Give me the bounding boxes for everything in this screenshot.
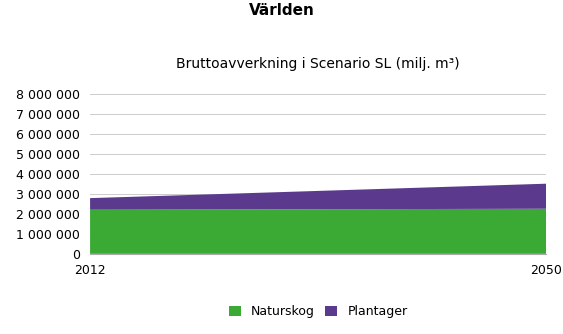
Title: Bruttoavverkning i Scenario SL (milj. m³): Bruttoavverkning i Scenario SL (milj. m³…	[176, 57, 460, 71]
Legend: Naturskog, Plantager: Naturskog, Plantager	[224, 300, 413, 323]
Text: Världen: Världen	[248, 3, 315, 18]
